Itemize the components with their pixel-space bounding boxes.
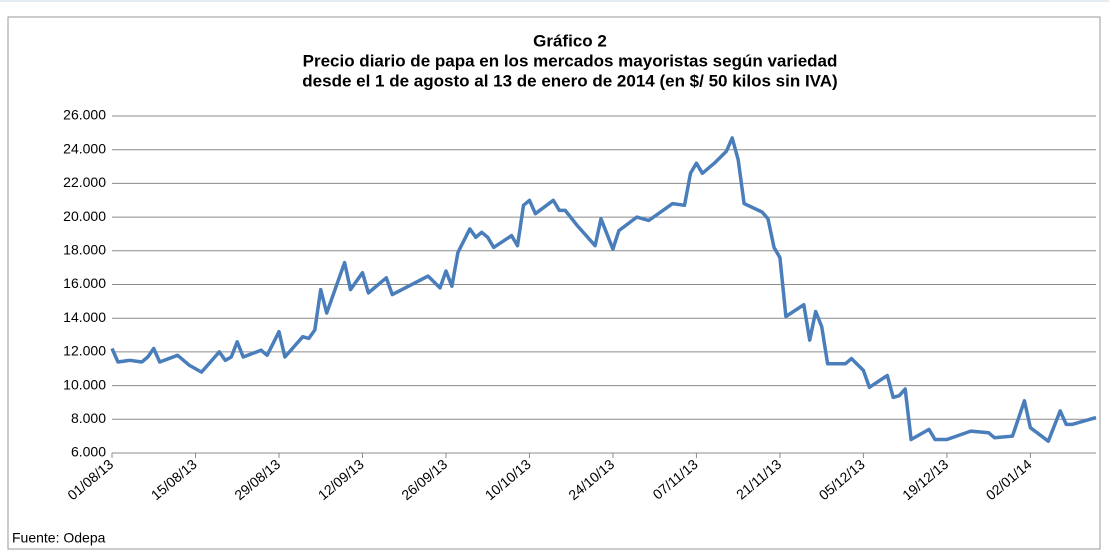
- y-tick-label: 12.000: [63, 343, 106, 359]
- y-tick-label: 18.000: [63, 242, 106, 258]
- y-tick-label: 10.000: [63, 376, 106, 392]
- y-tick-label: 8.000: [71, 410, 106, 426]
- y-tick-label: 22.000: [63, 174, 106, 190]
- chart-title: Gráfico 2: [533, 31, 607, 50]
- chart-frame: [7, 16, 1101, 550]
- chart-subtitle: Precio diario de papa en los mercados ma…: [303, 51, 838, 70]
- source-note: Fuente: Odepa: [12, 530, 106, 546]
- y-tick-label: 16.000: [63, 275, 106, 291]
- chart-subtitle: desde el 1 de agosto al 13 de enero de 2…: [302, 71, 837, 90]
- y-tick-label: 26.000: [63, 107, 106, 123]
- data-line: [110, 136, 1097, 443]
- y-tick-label: 20.000: [63, 208, 106, 224]
- y-tick-label: 6.000: [71, 444, 106, 460]
- y-tick-label: 14.000: [63, 309, 106, 325]
- y-tick-label: 24.000: [63, 140, 106, 156]
